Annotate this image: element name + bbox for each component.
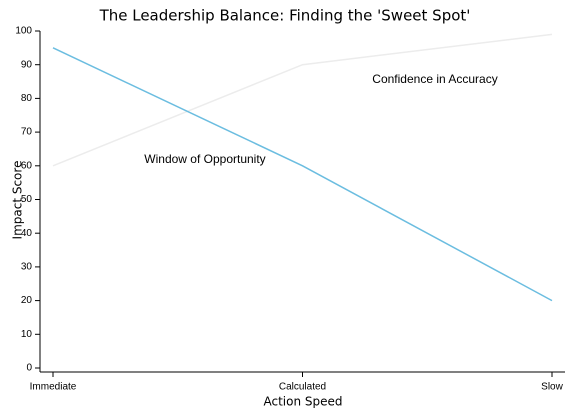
y-tick-label: 10 xyxy=(21,329,33,340)
x-tick-label: Calculated xyxy=(279,382,326,393)
x-tick-label: Immediate xyxy=(30,382,77,393)
x-axis-label: Action Speed xyxy=(263,395,342,409)
y-tick-label: 30 xyxy=(21,262,33,273)
y-tick-label: 40 xyxy=(21,228,33,239)
y-tick-label: 70 xyxy=(21,127,33,138)
y-tick-label: 90 xyxy=(21,59,33,70)
y-tick-label: 100 xyxy=(15,26,32,37)
series-label: Window of Opportunity xyxy=(144,152,265,166)
line xyxy=(52,33,553,167)
y-axis-label: Impact Score xyxy=(11,161,25,240)
series-label: Confidence in Accuracy xyxy=(372,72,497,86)
y-tick-label: 60 xyxy=(21,160,33,171)
line xyxy=(52,47,553,302)
y-tick-label: 20 xyxy=(21,295,33,306)
y-tick-label: 50 xyxy=(21,194,33,205)
chart-title: The Leadership Balance: Finding the 'Swe… xyxy=(99,7,471,25)
x-tick-label: Slow xyxy=(541,382,563,393)
y-tick-label: 80 xyxy=(21,93,33,104)
y-tick-label: 0 xyxy=(26,363,32,374)
